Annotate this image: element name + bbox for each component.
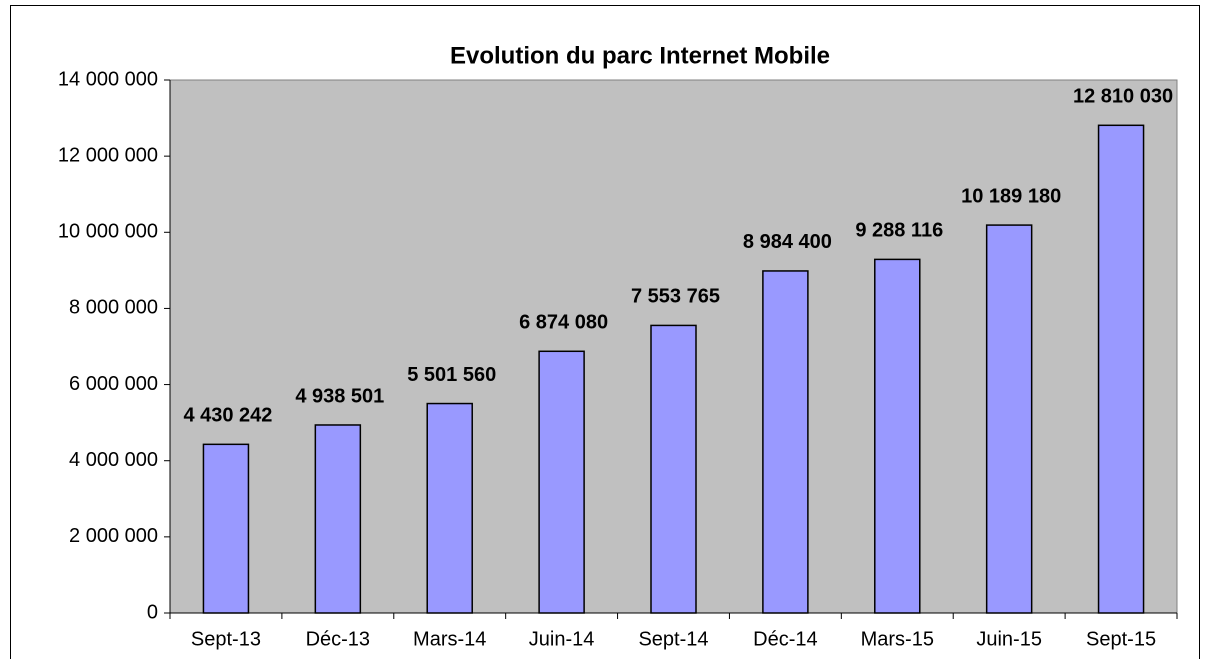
- y-tick-label: 8 000 000: [69, 297, 158, 319]
- x-tick-label: Juin-15: [976, 628, 1042, 650]
- bar: [985, 224, 1033, 614]
- y-tick-label: 2 000 000: [69, 525, 158, 547]
- bar: [1097, 124, 1145, 614]
- data-label: 8 984 400: [743, 231, 832, 253]
- data-label: 10 189 180: [961, 185, 1061, 207]
- bar: [762, 270, 809, 614]
- y-tick-label: 0: [147, 601, 158, 623]
- x-tick-label: Sept-13: [191, 628, 261, 650]
- bar: [538, 350, 585, 614]
- y-tick-label: 6 000 000: [69, 373, 158, 395]
- bar: [650, 324, 697, 614]
- x-tick-label: Mars-15: [861, 628, 934, 650]
- data-label: 4 938 501: [295, 385, 384, 407]
- y-tick-label: 10 000 000: [58, 221, 158, 243]
- x-tick-label: Déc-13: [306, 628, 370, 650]
- x-tick-label: Sept-14: [638, 628, 708, 650]
- data-label: 9 288 116: [855, 220, 943, 242]
- y-tick-label: 14 000 000: [58, 68, 158, 90]
- x-tick-label: Juin-14: [529, 628, 595, 650]
- x-tick-label: Déc-14: [753, 628, 817, 650]
- data-label: 5 501 560: [407, 364, 496, 386]
- bar: [314, 424, 362, 614]
- x-tick-label: Mars-14: [413, 628, 486, 650]
- y-tick-label: 4 000 000: [69, 449, 158, 471]
- x-tick-label: Sept-15: [1086, 628, 1156, 650]
- data-label: 4 430 242: [183, 405, 272, 427]
- bar: [202, 443, 250, 614]
- bar: [426, 402, 473, 614]
- data-label: 7 553 765: [631, 286, 720, 308]
- y-tick-label: 12 000 000: [58, 144, 158, 166]
- bar: [874, 258, 921, 614]
- data-label: 12 810 030: [1073, 86, 1173, 108]
- chart-title: Evolution du parc Internet Mobile: [450, 42, 830, 69]
- data-label: 6 874 080: [519, 312, 608, 334]
